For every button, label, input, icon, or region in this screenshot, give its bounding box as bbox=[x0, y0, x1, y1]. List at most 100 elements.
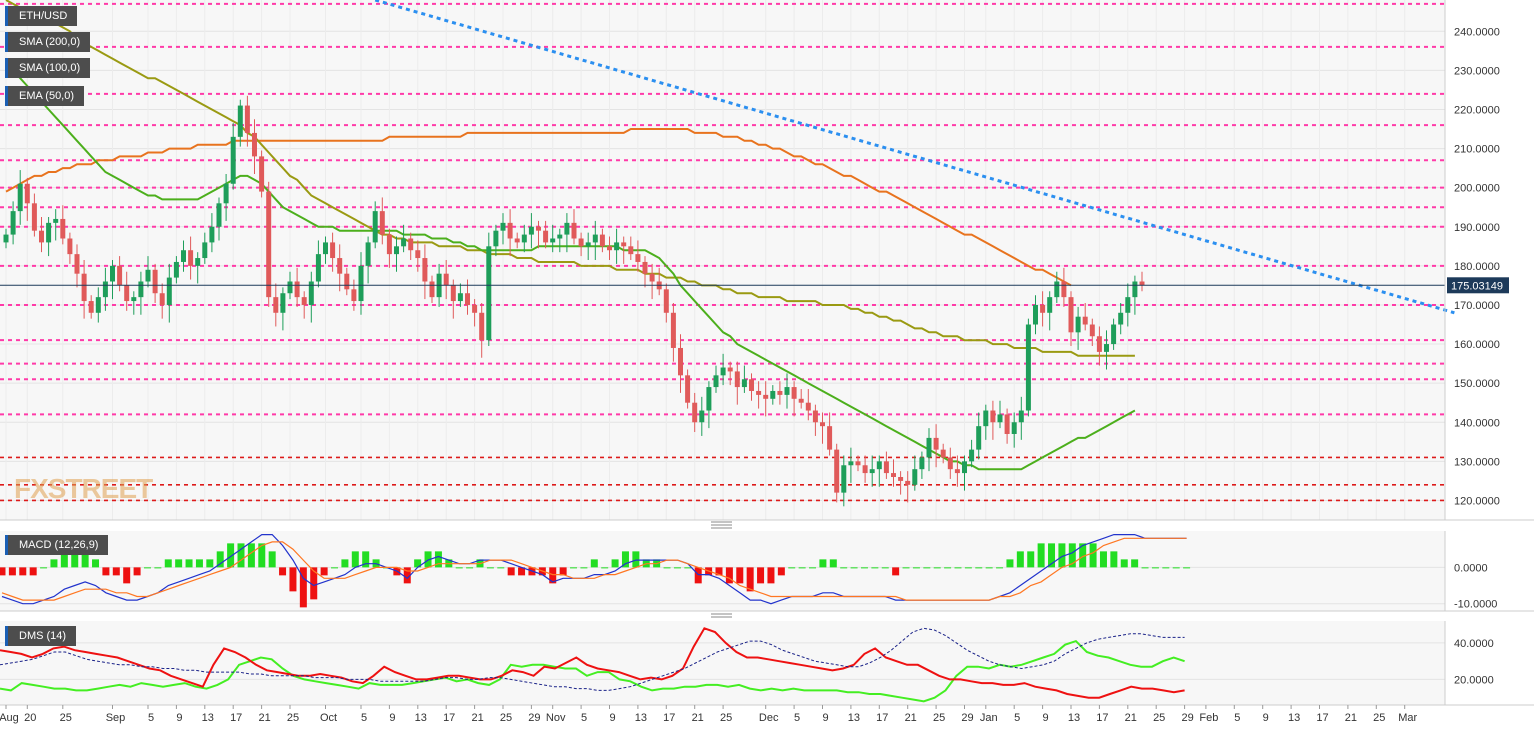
candle-body bbox=[166, 277, 172, 305]
macd-histogram-bar bbox=[434, 551, 442, 568]
candle-body bbox=[379, 211, 385, 235]
candle-body bbox=[259, 156, 265, 192]
macd-histogram-bar bbox=[809, 567, 817, 569]
x-tick-label: 9 bbox=[389, 712, 395, 724]
x-tick-label: Sep bbox=[106, 712, 126, 724]
macd-histogram-bar bbox=[102, 567, 110, 576]
candle-body bbox=[429, 281, 435, 298]
candle-body bbox=[465, 293, 470, 305]
candle-body bbox=[1040, 304, 1046, 313]
macd-histogram-bar bbox=[0, 567, 6, 576]
macd-histogram-bar bbox=[299, 567, 307, 608]
candle-body bbox=[372, 211, 378, 243]
candle-body bbox=[919, 457, 925, 470]
macd-histogram-bar bbox=[8, 567, 16, 576]
price-tick-label: 190.0000 bbox=[1454, 222, 1500, 234]
candle-body bbox=[543, 230, 549, 243]
candle-body bbox=[67, 238, 73, 255]
candle-body bbox=[940, 449, 946, 458]
candle-body bbox=[351, 289, 357, 302]
price-tick-label: 140.0000 bbox=[1454, 417, 1500, 429]
candle-body bbox=[599, 234, 605, 247]
x-tick-label: 13 bbox=[635, 712, 647, 724]
candle-body bbox=[1075, 316, 1081, 333]
candle-body bbox=[578, 238, 584, 247]
symbol-tag[interactable]: ETH/USD bbox=[5, 6, 78, 26]
macd-histogram-bar bbox=[1162, 567, 1170, 569]
candle-body bbox=[990, 410, 996, 423]
sma100-tag[interactable]: SMA (100,0) bbox=[5, 58, 91, 78]
macd-histogram-bar bbox=[757, 567, 765, 584]
candle-body bbox=[188, 250, 194, 266]
macd-histogram-bar bbox=[746, 567, 754, 592]
price-tick-label: 180.0000 bbox=[1454, 261, 1500, 273]
macd-histogram-bar bbox=[424, 551, 432, 568]
macd-histogram-bar bbox=[258, 543, 266, 568]
macd-histogram-bar bbox=[850, 567, 858, 569]
macd-histogram-bar bbox=[40, 567, 48, 569]
candle-body bbox=[195, 258, 201, 266]
price-tick-label: 130.0000 bbox=[1454, 456, 1500, 468]
macd-histogram-bar bbox=[279, 567, 287, 576]
candle-body bbox=[607, 246, 612, 251]
macd-histogram-bar bbox=[1079, 543, 1087, 568]
macd-tag[interactable]: MACD (12,26,9) bbox=[5, 535, 109, 555]
x-tick-label: 29 bbox=[528, 712, 540, 724]
macd-histogram-bar bbox=[964, 567, 972, 569]
macd-histogram-bar bbox=[1016, 551, 1024, 568]
candle-body bbox=[905, 480, 911, 485]
candle-body bbox=[883, 461, 889, 474]
candle-body bbox=[145, 269, 151, 282]
candle-body bbox=[223, 183, 229, 204]
x-tick-label: 9 bbox=[176, 712, 182, 724]
candle-body bbox=[457, 293, 463, 302]
macd-histogram-bar bbox=[1172, 567, 1180, 569]
sma100-line bbox=[5, 0, 1135, 357]
macd-histogram-bar bbox=[237, 543, 245, 568]
candle-body bbox=[614, 242, 620, 251]
ema50-line bbox=[5, 61, 1136, 471]
x-tick-label: 5 bbox=[1234, 712, 1240, 724]
x-tick-label: 9 bbox=[1043, 712, 1049, 724]
macd-histogram-bar bbox=[798, 567, 806, 569]
ema50-tag[interactable]: EMA (50,0) bbox=[5, 86, 85, 106]
x-tick-label: 17 bbox=[443, 712, 455, 724]
macd-histogram-bar bbox=[143, 567, 151, 569]
macd-histogram-bar bbox=[912, 567, 920, 569]
candle-body bbox=[550, 238, 556, 243]
macd-histogram-bar bbox=[247, 543, 255, 568]
candle-body bbox=[131, 297, 137, 302]
macd-histogram-bar bbox=[829, 559, 837, 568]
candle-body bbox=[635, 254, 641, 262]
x-tick-label: Oct bbox=[320, 712, 337, 724]
candle-body bbox=[933, 437, 939, 450]
candle-body bbox=[862, 465, 868, 474]
candle-body bbox=[706, 387, 712, 411]
candle-body bbox=[649, 273, 655, 282]
candle-body bbox=[60, 218, 66, 239]
dms-tag[interactable]: DMS (14) bbox=[5, 626, 77, 646]
candle-body bbox=[1089, 324, 1095, 337]
candle-body bbox=[1054, 281, 1060, 298]
candle-body bbox=[358, 265, 364, 302]
candle-body bbox=[954, 469, 960, 474]
macd-histogram-bar bbox=[71, 551, 79, 568]
sma200-tag[interactable]: SMA (200,0) bbox=[5, 32, 91, 52]
candle-body bbox=[3, 234, 9, 243]
candle-body bbox=[209, 226, 215, 243]
macd-histogram-bar bbox=[331, 567, 339, 569]
candle-body bbox=[95, 297, 101, 313]
candle-body bbox=[308, 281, 314, 305]
x-tick-label: 21 bbox=[1345, 712, 1357, 724]
candle-body bbox=[173, 261, 179, 278]
macd-histogram-bar bbox=[403, 567, 411, 584]
candle-body bbox=[628, 246, 634, 255]
dms-tick-label: 20.0000 bbox=[1454, 674, 1494, 686]
candle-body bbox=[39, 230, 44, 243]
x-tick-label: 25 bbox=[287, 712, 299, 724]
x-tick-label: 25 bbox=[1373, 712, 1385, 724]
macd-histogram-bar bbox=[1131, 559, 1139, 568]
candle-body bbox=[479, 312, 485, 341]
macd-histogram-bar bbox=[881, 567, 889, 569]
macd-histogram-bar bbox=[1151, 567, 1159, 569]
